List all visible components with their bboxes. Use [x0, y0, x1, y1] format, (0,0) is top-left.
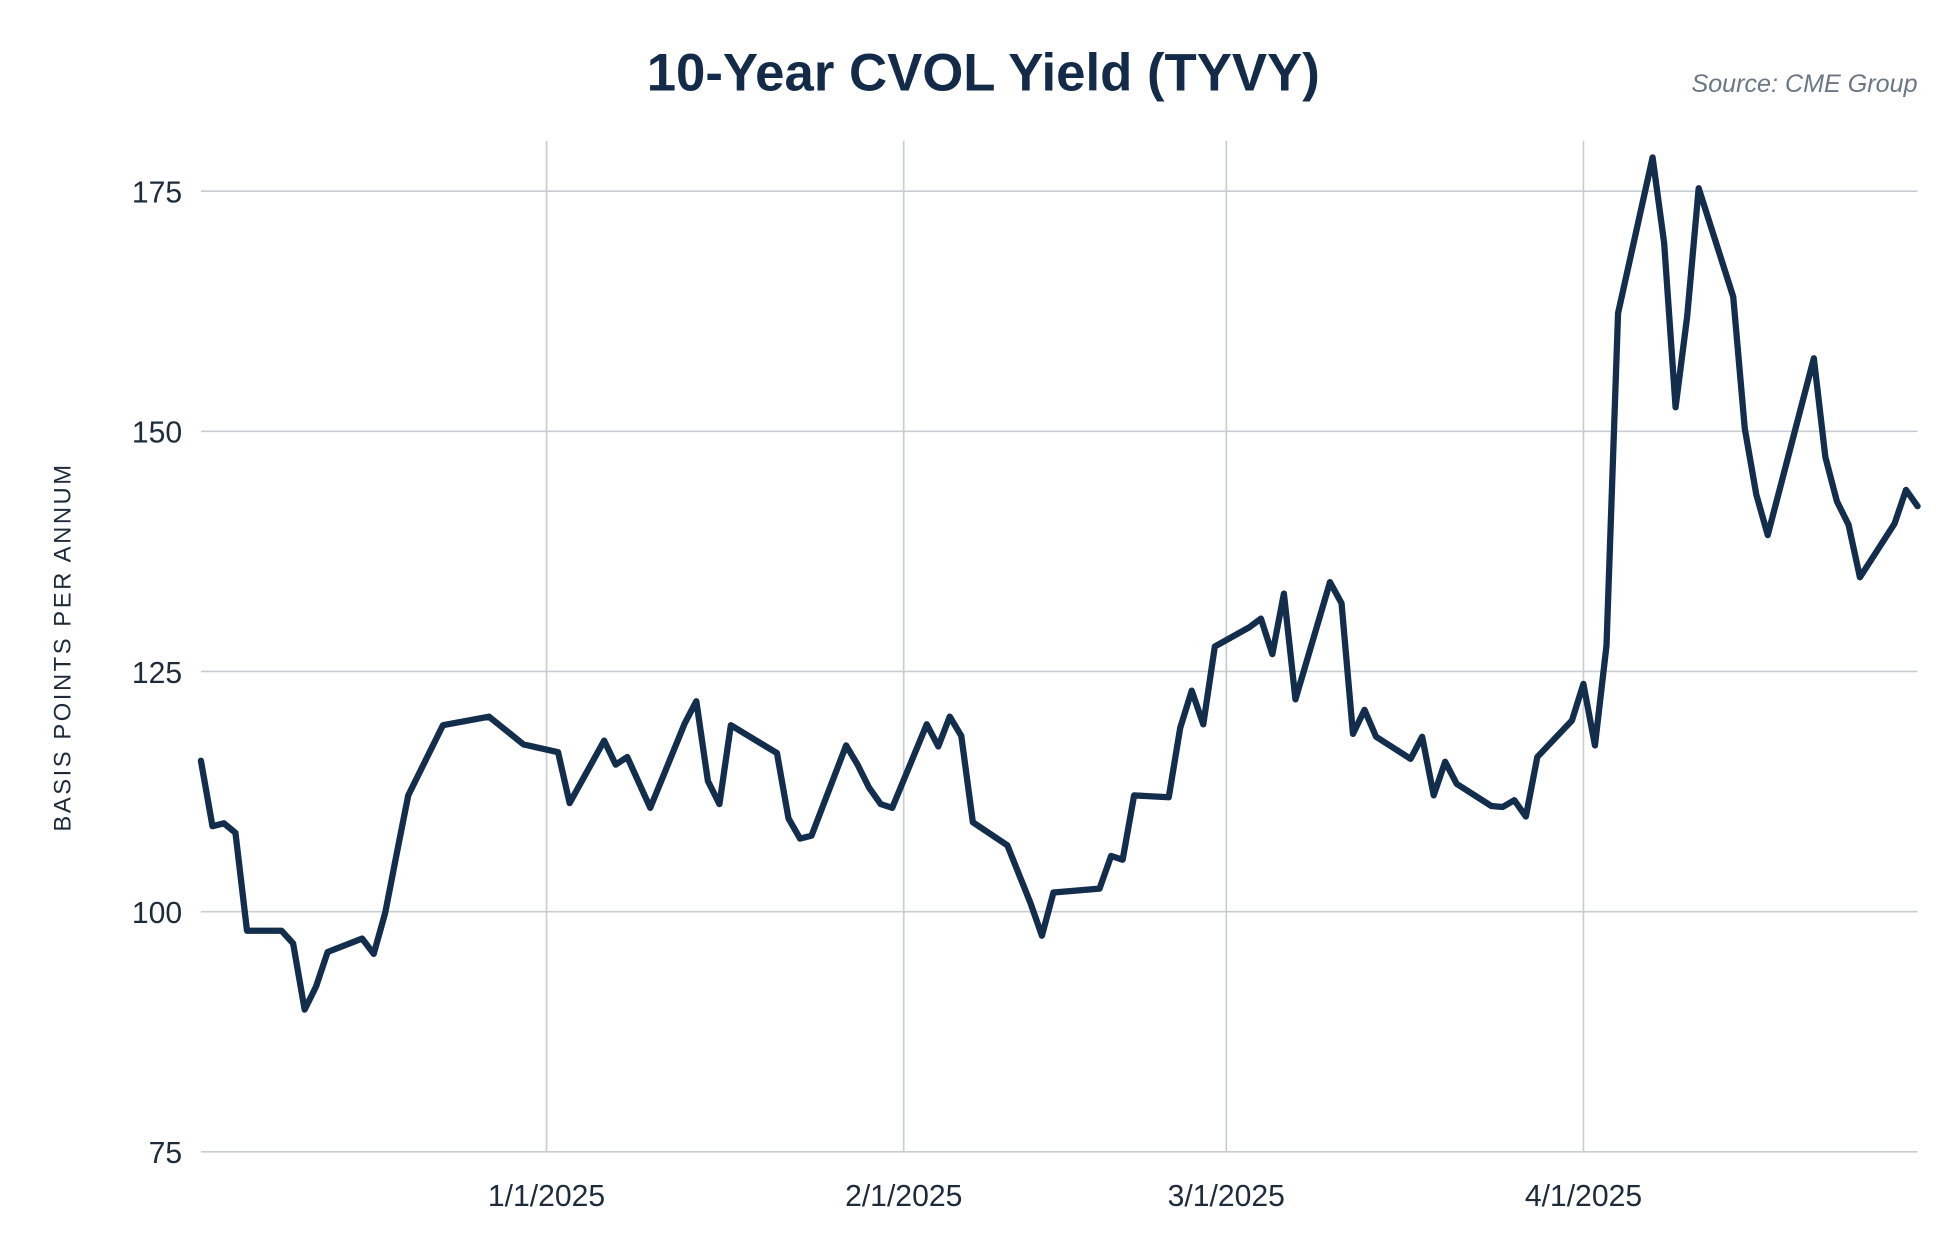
y-axis-label: BASIS POINTS PER ANNUM — [49, 462, 76, 831]
chart-title: 10-Year CVOL Yield (TYVY) — [647, 44, 1320, 103]
x-tick-label: 3/1/2025 — [1168, 1180, 1285, 1213]
source-note: Source: CME Group — [1691, 70, 1917, 98]
x-tick-label: 1/1/2025 — [488, 1180, 605, 1213]
series-line-tyvy — [197, 154, 1921, 1013]
y-tick-label: 75 — [149, 1137, 183, 1170]
gridlines — [200, 140, 1918, 1153]
y-tick-label: 100 — [132, 897, 182, 930]
x-tick-label: 4/1/2025 — [1525, 1180, 1642, 1213]
series-layer — [197, 154, 1921, 1013]
y-tick-label: 125 — [132, 657, 182, 690]
axis-ticks: 1/1/2025 2/1/2025 3/1/2025 4/1/2025 75 100 125… — [132, 176, 1642, 1212]
y-tick-label: 175 — [132, 176, 182, 209]
y-tick-label: 150 — [132, 417, 182, 450]
x-tick-label: 2/1/2025 — [845, 1180, 962, 1213]
